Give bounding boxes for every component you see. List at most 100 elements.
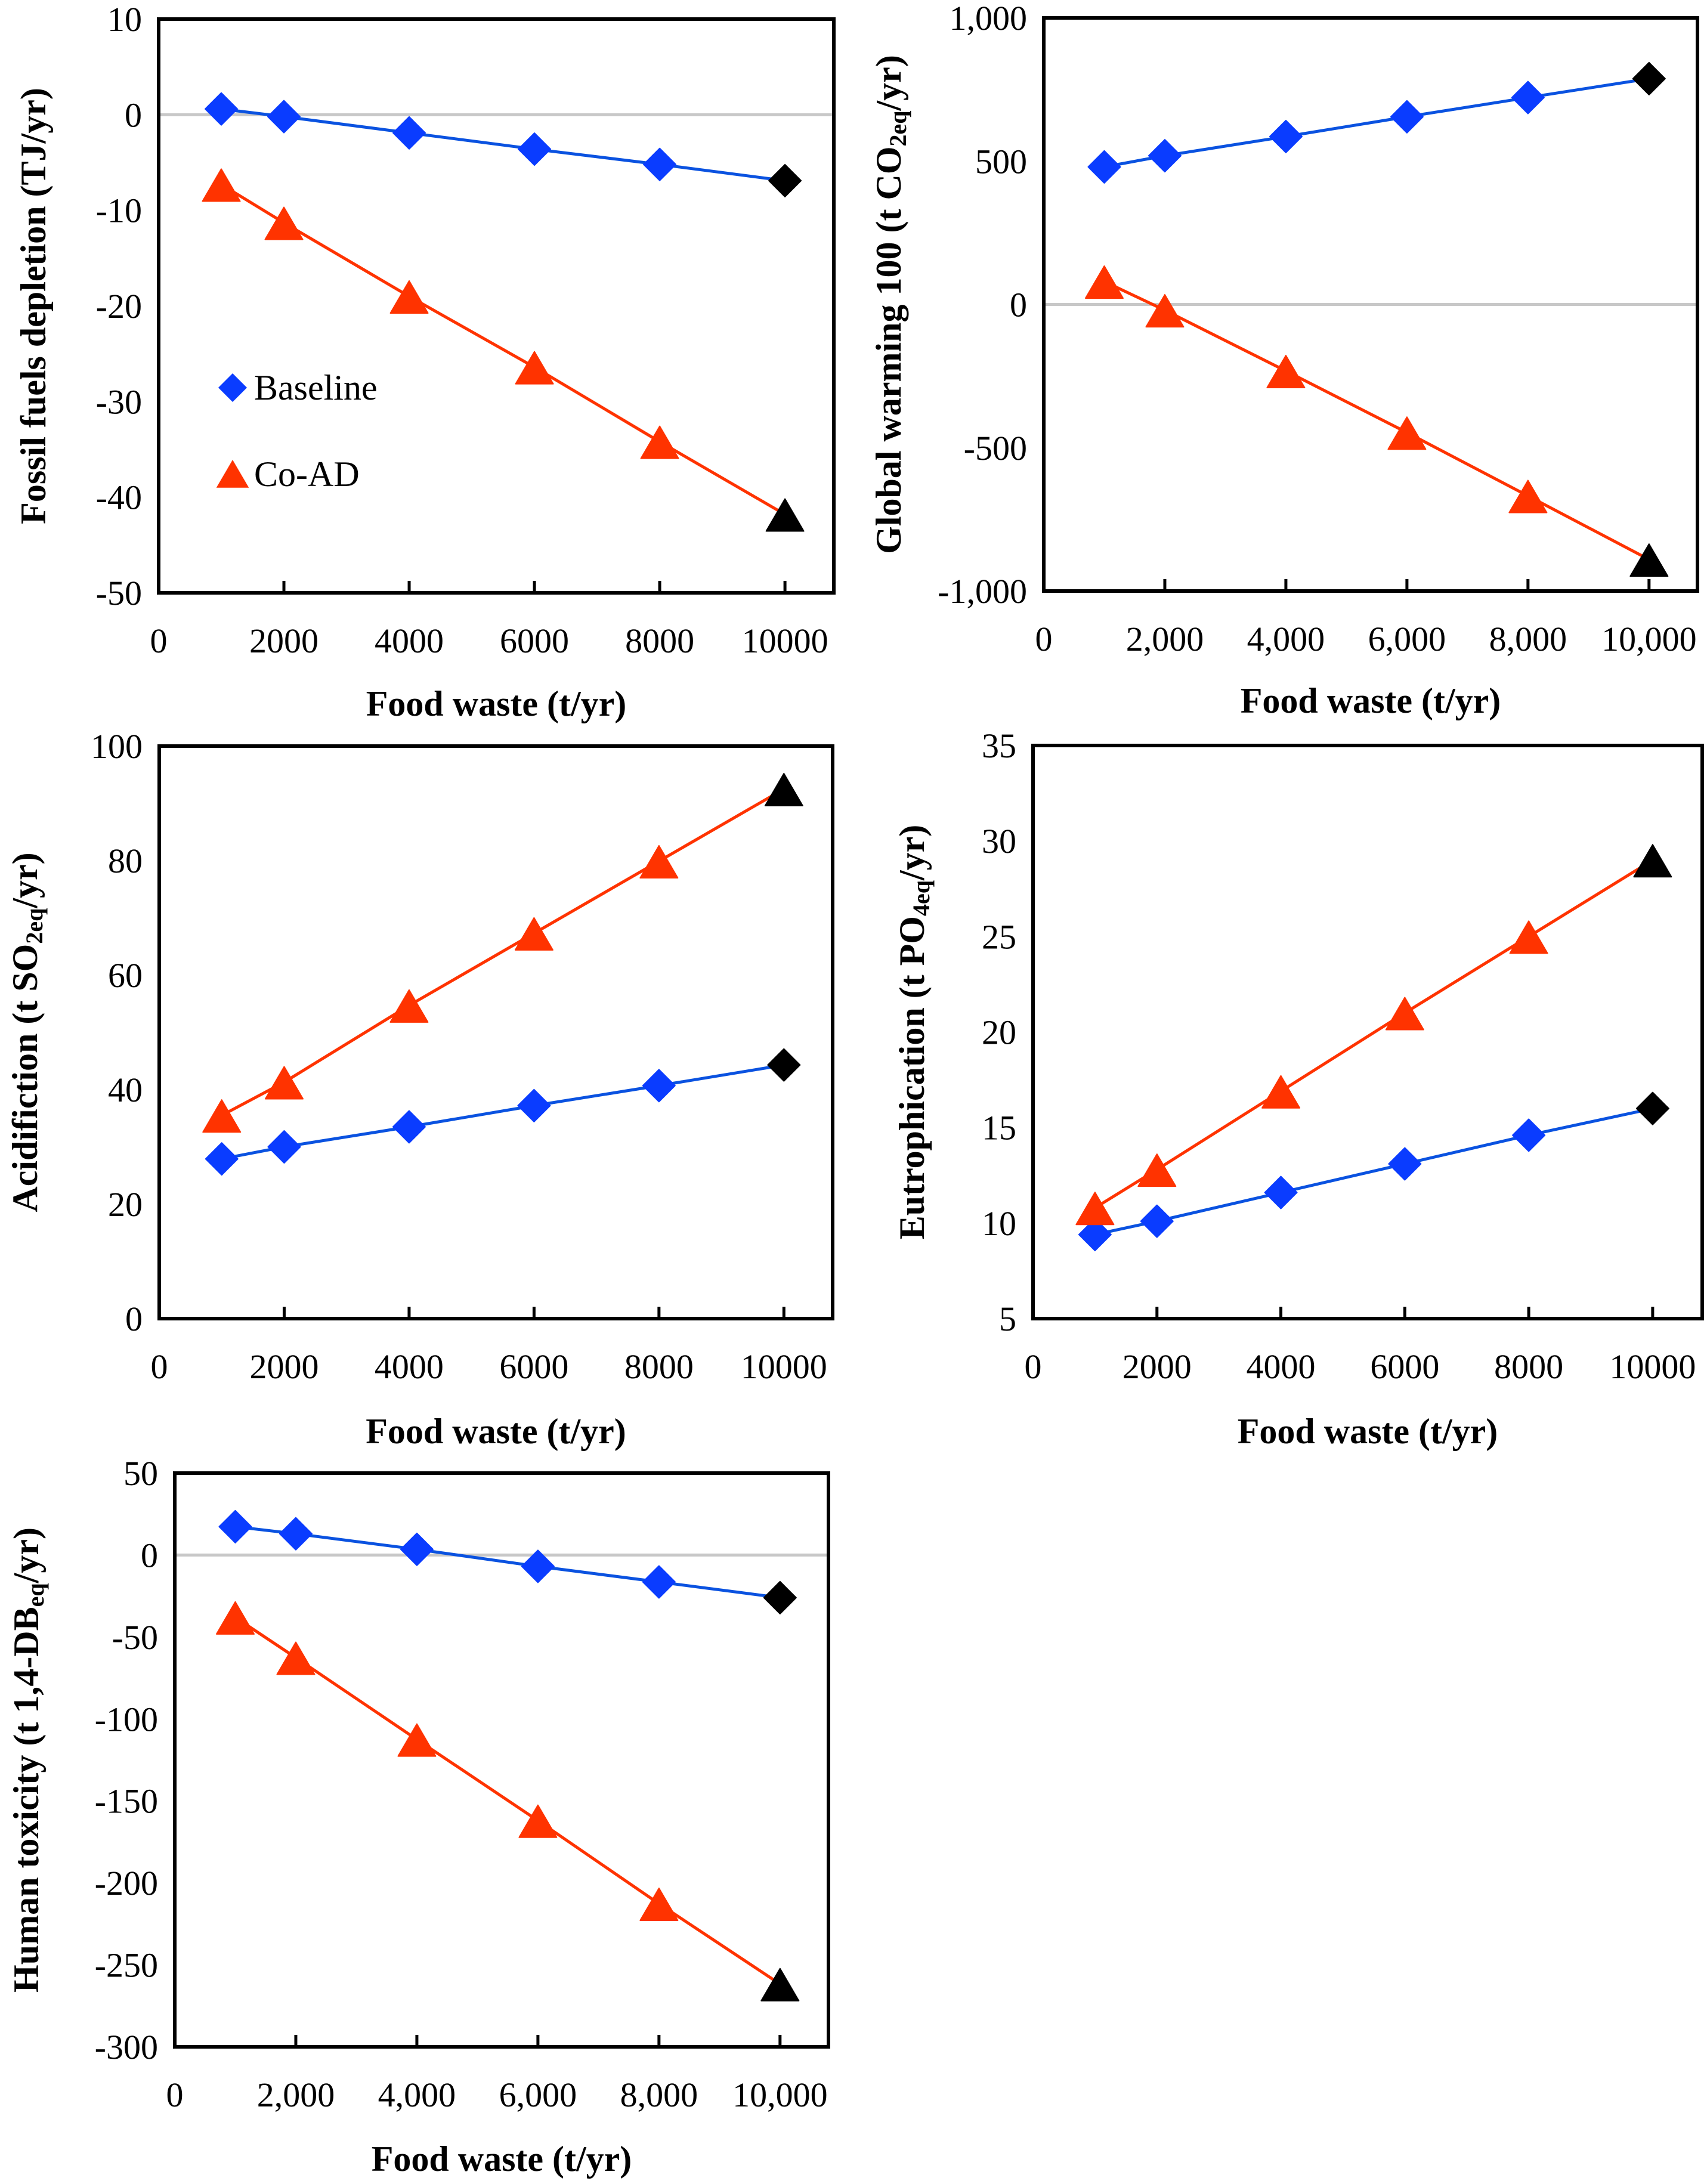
- data-point-coad: [514, 917, 553, 951]
- data-point-coad: [202, 1099, 242, 1133]
- data-point-baseline: [218, 1509, 252, 1543]
- x-tick-label: 8,000: [620, 2075, 698, 2114]
- x-tick-label: 0: [166, 2075, 184, 2114]
- x-tick-label: 0: [151, 1347, 168, 1386]
- x-tick-label: 4000: [375, 1347, 444, 1386]
- data-point-coad: [1145, 294, 1185, 328]
- x-tick-label: 4,000: [378, 2075, 456, 2114]
- x-tick-label: 6000: [500, 621, 569, 660]
- y-tick-label: 25: [982, 917, 1016, 956]
- chart-global-warming: 0 2,000 4,000 6,000 8,000 10,000 1,000 500 0 -500…: [869, 0, 1699, 720]
- data-point-coad: [389, 280, 429, 314]
- data-point-coad: [1387, 416, 1427, 450]
- legend-label: Baseline: [254, 368, 378, 407]
- legend-diamond-icon: [218, 373, 247, 402]
- data-point-baseline: [642, 1069, 676, 1103]
- x-tick-label: 8000: [1494, 1347, 1563, 1386]
- data-point-baseline: [1148, 139, 1182, 173]
- y-tick-label: 20: [982, 1013, 1016, 1052]
- series-line-baseline: [1094, 1107, 1653, 1236]
- x-tick-label: 10,000: [732, 2075, 828, 2114]
- y-tick-label: 60: [108, 956, 143, 995]
- y-tick-label: -50: [96, 574, 142, 612]
- data-point-baseline: [768, 163, 802, 197]
- y-tick-label: 10: [107, 0, 142, 39]
- data-point-baseline: [400, 1532, 434, 1566]
- data-point-coad: [1509, 920, 1548, 954]
- series-line-co-ad: [1094, 859, 1654, 1209]
- data-point-coad: [640, 425, 679, 459]
- y-axis-title: Global warming 100 (t CO2eq/yr): [869, 55, 911, 554]
- y-tick-label: 40: [108, 1071, 143, 1109]
- x-tick-label: 2,000: [257, 2075, 335, 2114]
- x-axis-title: Food waste (t/yr): [1238, 1412, 1498, 1451]
- y-tick-label: -50: [112, 1618, 158, 1657]
- data-point-baseline: [205, 92, 239, 126]
- x-tick-label: 2000: [249, 1347, 318, 1386]
- data-point-coad: [397, 1723, 437, 1757]
- data-point-baseline: [767, 1048, 801, 1082]
- y-axis-title: Human toxicity (t 1,4-DBeq/yr): [7, 1527, 49, 1993]
- y-tick-label: -100: [95, 1700, 158, 1738]
- y-tick-label: 1,000: [950, 0, 1028, 38]
- y-tick-label: 20: [108, 1185, 143, 1224]
- y-tick-label: 0: [141, 1536, 158, 1574]
- x-tick-label: 8,000: [1489, 620, 1567, 658]
- y-tick-label: -40: [96, 478, 142, 517]
- series-line-baseline: [221, 1063, 784, 1161]
- data-point-coad: [1629, 543, 1669, 577]
- data-point-baseline: [643, 147, 677, 181]
- data-point-coad: [764, 773, 803, 806]
- data-point-baseline: [1140, 1204, 1174, 1238]
- y-tick-label: -1,000: [938, 572, 1027, 611]
- data-point-baseline: [642, 1565, 676, 1599]
- plot-frame: [157, 17, 836, 595]
- series-line-co-ad: [221, 787, 785, 1117]
- y-tick-label: 0: [125, 1300, 143, 1338]
- data-point-baseline: [392, 1110, 426, 1144]
- data-point-baseline: [392, 116, 426, 150]
- y-tick-label: 0: [125, 95, 142, 134]
- y-tick-label: 80: [108, 842, 143, 880]
- data-point-coad: [215, 1601, 255, 1635]
- x-tick-label: 10,000: [1601, 620, 1697, 658]
- data-point-coad: [202, 168, 241, 202]
- y-tick-label: -30: [96, 382, 142, 421]
- data-point-baseline: [1269, 119, 1303, 153]
- x-axis-title: Food waste (t/yr): [1241, 681, 1501, 720]
- x-tick-label: 10000: [741, 1347, 827, 1386]
- y-tick-label: 5: [999, 1300, 1016, 1338]
- data-point-baseline: [267, 100, 301, 134]
- legend-label: Co-AD: [254, 454, 360, 494]
- data-point-baseline: [1511, 81, 1545, 115]
- data-point-coad: [1508, 480, 1548, 513]
- y-tick-label: 0: [1010, 286, 1027, 324]
- y-tick-label: 50: [123, 1454, 158, 1493]
- x-tick-label: 0: [1035, 620, 1053, 658]
- x-tick-label: 4,000: [1247, 620, 1325, 658]
- data-point-coad: [264, 206, 304, 240]
- data-point-coad: [1084, 265, 1124, 299]
- y-tick-label: -200: [95, 1864, 158, 1903]
- plot-frame: [1042, 16, 1699, 593]
- x-axis-title: Food waste (t/yr): [372, 2139, 632, 2179]
- y-tick-label: -250: [95, 1946, 158, 1985]
- x-axis-title: Food waste (t/yr): [366, 1412, 626, 1451]
- y-tick-label: 15: [982, 1109, 1016, 1147]
- data-point-coad: [515, 351, 554, 385]
- x-tick-label: 8000: [625, 621, 694, 660]
- x-tick-label: 0: [1025, 1347, 1042, 1386]
- y-tick-label: 500: [975, 142, 1027, 181]
- data-point-baseline: [1512, 1118, 1546, 1152]
- chart-acidification: 0 2000 4000 6000 8000 10000 100 80 60 40 20 0 Food w…: [5, 727, 834, 1451]
- y-tick-label: 30: [982, 822, 1016, 861]
- data-point-baseline: [1388, 1147, 1422, 1181]
- x-tick-label: 10000: [742, 621, 828, 660]
- chart-eutrophication: 0 2000 4000 6000 8000 10000 35 30 25 20 15 10 5 Food …: [892, 726, 1704, 1451]
- series-line-co-ad: [1103, 280, 1650, 561]
- y-axis-title: Acidifiction (t SO2eq/yr): [5, 852, 48, 1212]
- data-point-coad: [1261, 1075, 1301, 1109]
- y-tick-label: 35: [982, 726, 1016, 765]
- data-point-baseline: [267, 1130, 301, 1164]
- y-tick-label: -10: [96, 191, 142, 230]
